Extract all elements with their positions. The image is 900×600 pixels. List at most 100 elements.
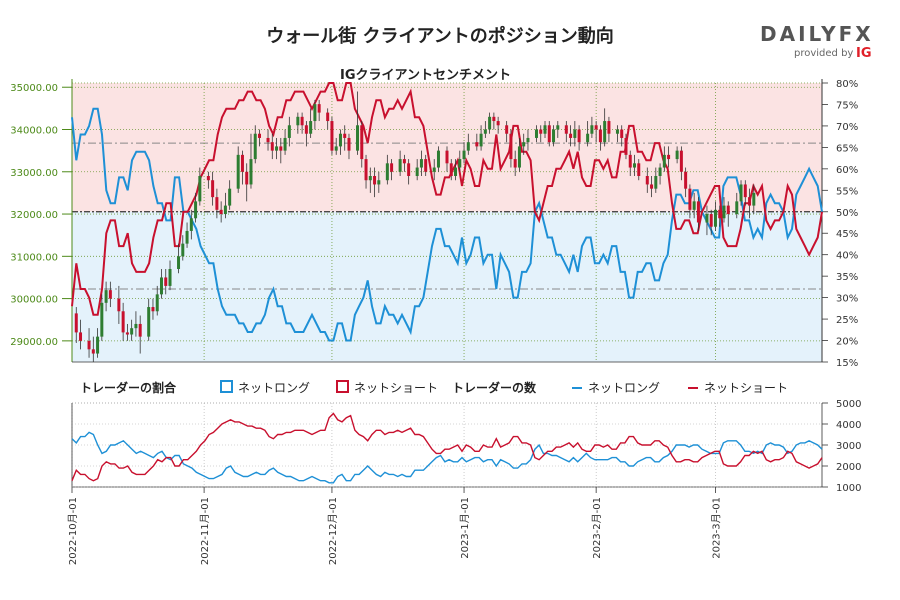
candle-body: [164, 277, 168, 286]
logo-provided-by: provided by: [794, 48, 854, 59]
count-tick-label: 1000: [836, 483, 861, 494]
candle-body: [377, 180, 381, 185]
candle-body: [317, 104, 321, 113]
candle-body: [645, 176, 649, 185]
legend-ratio-long: ネットロング: [220, 379, 310, 396]
candle-body: [228, 188, 232, 206]
pct-tick-label: 80%: [836, 79, 858, 90]
candle-body: [347, 137, 351, 151]
candle-body: [87, 340, 91, 350]
candle-body: [385, 163, 389, 181]
candle-body: [607, 121, 611, 134]
candle-body: [586, 133, 590, 143]
candle-body: [407, 163, 411, 176]
candle-body: [334, 146, 338, 151]
candle-body: [679, 150, 683, 172]
candle-body: [398, 159, 402, 172]
legend-count-short: ネットショート: [688, 379, 788, 396]
pct-tick-label: 35%: [836, 272, 858, 283]
candle-body: [637, 163, 641, 176]
candle-body: [326, 112, 330, 122]
candle-body: [240, 154, 244, 172]
candle-body: [739, 184, 743, 202]
candle-body: [526, 137, 530, 143]
candle-body: [313, 104, 317, 122]
candle-body: [189, 218, 193, 231]
price-tick-label: 32000.00: [10, 210, 58, 221]
count-tick-label: 2000: [836, 462, 861, 473]
candle-body: [458, 159, 462, 168]
x-tick-label: 2022-12月-01: [327, 497, 339, 565]
candle-body: [223, 205, 227, 215]
candle-body: [445, 150, 449, 164]
candle-body: [185, 230, 189, 244]
price-tick-label: 30000.00: [10, 295, 58, 306]
candle-body: [713, 209, 717, 227]
candle-body: [130, 328, 134, 335]
candle-body: [91, 349, 95, 354]
candle-body: [556, 125, 560, 130]
legend-short-swatch: [336, 380, 349, 393]
candle-body: [236, 154, 240, 189]
candle-body: [449, 163, 453, 176]
candle-body: [168, 269, 172, 286]
candle-body: [748, 197, 752, 206]
candle-body: [534, 129, 538, 138]
candle-body: [492, 116, 496, 122]
candle-body: [726, 205, 730, 215]
candle-body: [304, 125, 308, 134]
candle-body: [505, 125, 509, 134]
legend-long-swatch: [220, 380, 233, 393]
candle-body: [479, 133, 483, 147]
candle-body: [692, 201, 696, 210]
candle-body: [104, 290, 108, 303]
candle-body: [718, 209, 722, 219]
candle-body: [275, 146, 279, 151]
candle-body: [155, 294, 159, 312]
legend-ratio-short: ネットショート: [336, 379, 438, 396]
candle-body: [74, 313, 78, 333]
legend-count-title: トレーダーの数: [452, 381, 537, 395]
price-tick-label: 34000.00: [10, 126, 58, 137]
candle-body: [343, 133, 347, 138]
chart-title: ウォール街 クライアントのポジション動向: [266, 26, 614, 47]
candle-body: [650, 184, 654, 189]
candle-body: [270, 142, 274, 151]
pct-tick-label: 70%: [836, 122, 858, 133]
candle-body: [684, 171, 688, 189]
legend-short-line: [688, 387, 698, 389]
candle-body: [390, 163, 394, 172]
candle-body: [198, 176, 202, 202]
candle-body: [475, 142, 479, 147]
candle-body: [577, 129, 581, 143]
candle-body: [675, 150, 679, 160]
logo-wordmark: DAILYFX: [760, 22, 874, 46]
candle-body: [654, 176, 658, 189]
price-tick-label: 33000.00: [10, 168, 58, 179]
candle-body: [539, 129, 543, 134]
candle-body: [159, 277, 163, 295]
candle-body: [752, 192, 756, 206]
candle-body: [79, 332, 83, 341]
candle-body: [488, 116, 492, 130]
candle-body: [360, 125, 364, 160]
candle-body: [573, 129, 577, 138]
candle-body: [569, 133, 573, 138]
pct-tick-label: 75%: [836, 100, 858, 111]
candle-body: [300, 116, 304, 126]
candle-body: [620, 129, 624, 138]
candle-body: [598, 129, 602, 143]
candle-body: [658, 167, 662, 176]
candle-body: [117, 298, 121, 312]
candle-body: [466, 142, 470, 151]
candle-body: [436, 150, 440, 168]
candle-body: [194, 201, 198, 219]
candle-body: [590, 125, 594, 134]
candle-body: [462, 150, 466, 160]
candle-body: [415, 167, 419, 176]
candle-body: [219, 209, 223, 215]
x-tick-label: 2022-11月-01: [199, 497, 211, 565]
x-tick-label: 2023-3月-01: [710, 497, 722, 559]
ig-logo: IG: [856, 46, 872, 61]
candle-body: [667, 154, 671, 160]
